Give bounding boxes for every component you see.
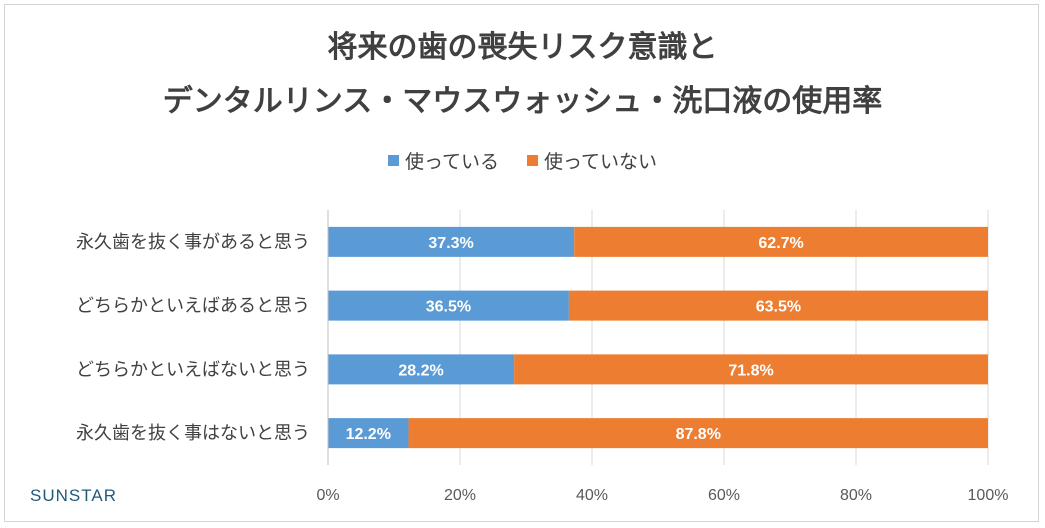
chart-title-line-1: 将来の歯の喪失リスク意識と bbox=[327, 30, 718, 65]
x-tick-label: 20% bbox=[444, 487, 476, 504]
bar-using bbox=[328, 354, 515, 385]
x-tick-label: 40% bbox=[576, 487, 608, 504]
data-label-using: 12.2% bbox=[346, 426, 391, 443]
bar-not-using bbox=[514, 354, 988, 385]
x-tick-label: 0% bbox=[316, 487, 339, 504]
x-tick-label: 80% bbox=[840, 487, 872, 504]
legend-item-not-using: 使っていない bbox=[527, 147, 657, 174]
data-label-using: 36.5% bbox=[426, 299, 471, 316]
bar-using bbox=[328, 418, 409, 449]
sunstar-logo: SUNSTAR bbox=[30, 486, 117, 505]
data-label-not-using: 63.5% bbox=[756, 299, 801, 316]
data-label-not-using: 87.8% bbox=[676, 426, 721, 443]
legend-swatch-using bbox=[387, 155, 399, 166]
category-label: 永久歯を抜く事があると思う bbox=[76, 232, 310, 253]
legend-label-using: 使っている bbox=[404, 151, 499, 173]
bar-not-using bbox=[568, 290, 988, 321]
legend-label-not-using: 使っていない bbox=[544, 151, 658, 173]
data-label-not-using: 71.8% bbox=[728, 362, 773, 379]
data-label-using: 28.2% bbox=[398, 362, 443, 379]
chart-title-line-2: デンタルリンス・マウスウォッシュ・洗口液の使用率 bbox=[162, 84, 883, 119]
bar-not-using bbox=[574, 226, 988, 257]
category-label: 永久歯を抜く事はないと思う bbox=[76, 423, 310, 444]
bar-using bbox=[328, 290, 569, 321]
category-label: どちらかといえばあると思う bbox=[76, 296, 310, 317]
category-label: どちらかといえばないと思う bbox=[76, 359, 310, 380]
bar-using bbox=[328, 226, 575, 257]
bar-not-using bbox=[408, 418, 988, 449]
legend-item-using: 使っている bbox=[387, 147, 499, 174]
x-tick-label: 100% bbox=[968, 487, 1009, 504]
legend-swatch-not-using bbox=[527, 155, 538, 166]
data-label-using: 37.3% bbox=[428, 235, 473, 252]
x-tick-label: 60% bbox=[708, 487, 740, 504]
legend: 使っている 使っていない bbox=[0, 147, 1045, 174]
data-label-not-using: 62.7% bbox=[758, 235, 803, 252]
